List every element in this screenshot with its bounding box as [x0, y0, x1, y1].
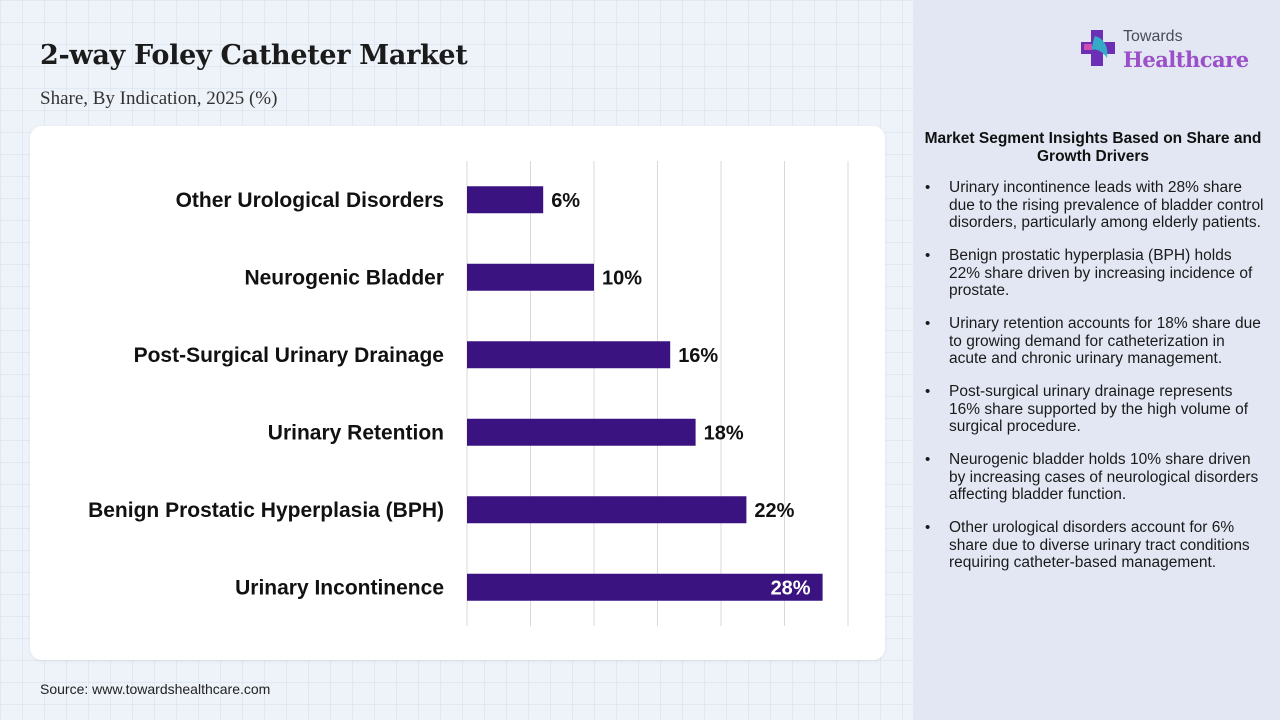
value-label: 10% [602, 267, 642, 289]
insight-text: Neurogenic bladder holds 10% share drive… [949, 451, 1259, 503]
category-label: Urinary Retention [268, 421, 444, 444]
bar[interactable] [467, 418, 696, 446]
insight-item: • Neurogenic bladder holds 10% share driv… [925, 451, 1265, 504]
category-label: Other Urological Disorders [176, 189, 444, 212]
bullet-icon: • [925, 519, 931, 536]
bar[interactable] [467, 573, 823, 601]
category-label: Post-Surgical Urinary Drainage [134, 344, 444, 367]
value-labels: 6% 10% 16% 18% 22% 28% [551, 190, 811, 600]
brand-logo[interactable]: Towards Healthcare [1081, 28, 1261, 80]
source-note: Source: www.towardshealthcare.com [40, 681, 271, 697]
page-title: 2-way Foley Catheter Market [40, 40, 468, 71]
insight-text: Other urological disorders account for 6… [949, 519, 1250, 571]
value-label: 18% [704, 422, 744, 444]
value-label: 22% [754, 500, 794, 522]
page-subtitle: Share, By Indication, 2025 (%) [40, 88, 278, 109]
bar[interactable] [467, 186, 544, 214]
value-label: 16% [678, 345, 718, 367]
insights-panel: Towards Healthcare Market Segment Insigh… [913, 0, 1280, 720]
insight-item: • Urinary retention accounts for 18% shar… [925, 315, 1265, 368]
chart-card: Other Urological Disorders Neurogenic Bla… [30, 126, 885, 660]
bullet-icon: • [925, 315, 931, 332]
value-label: 28% [771, 577, 811, 599]
brand-name-small: Towards [1123, 28, 1183, 45]
bar[interactable] [467, 263, 594, 291]
insights-list: • Urinary incontinence leads with 28% sha… [925, 179, 1265, 587]
bar[interactable] [467, 341, 671, 369]
insight-text: Urinary incontinence leads with 28% shar… [949, 179, 1264, 231]
insight-text: Benign prostatic hyperplasia (BPH) holds… [949, 247, 1253, 299]
plus-cross-icon [1081, 30, 1115, 66]
category-label: Neurogenic Bladder [244, 266, 444, 289]
category-labels: Other Urological Disorders Neurogenic Bla… [88, 189, 444, 600]
value-label: 6% [551, 190, 580, 212]
insight-item: • Other urological disorders account for … [925, 519, 1265, 572]
grid-lines [466, 161, 849, 626]
brand-name-big: Healthcare [1123, 47, 1249, 72]
category-label: Urinary Incontinence [235, 576, 444, 599]
bar[interactable] [467, 496, 747, 524]
bullet-icon: • [925, 247, 931, 264]
bullet-icon: • [925, 451, 931, 468]
bars [467, 186, 823, 601]
insights-title: Market Segment Insights Based on Share a… [924, 130, 1262, 165]
insight-text: Urinary retention accounts for 18% share… [949, 315, 1261, 367]
category-label: Benign Prostatic Hyperplasia (BPH) [88, 499, 444, 522]
bar-chart: Other Urological Disorders Neurogenic Bla… [88, 161, 849, 626]
insight-item: • Urinary incontinence leads with 28% sha… [925, 179, 1265, 232]
bullet-icon: • [925, 383, 931, 400]
insight-item: • Benign prostatic hyperplasia (BPH) hold… [925, 247, 1265, 300]
insight-item: • Post-surgical urinary drainage represen… [925, 383, 1265, 436]
bullet-icon: • [925, 179, 931, 196]
insight-text: Post-surgical urinary drainage represent… [949, 383, 1248, 435]
